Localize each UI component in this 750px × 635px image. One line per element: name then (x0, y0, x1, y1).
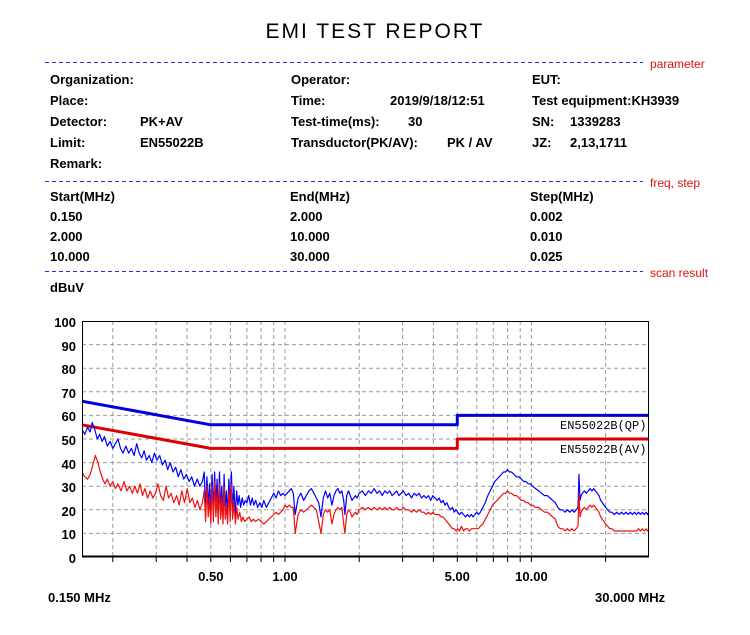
y-axis-tick-label: 50 (61, 433, 76, 448)
freq-row3-start: 10.000 (50, 249, 90, 264)
x-axis-tick-label: 5.00 (444, 569, 470, 584)
separator-scan-result (45, 271, 643, 272)
x-axis-start-label: 0.150 MHz (48, 590, 111, 605)
y-axis-tick-label: 40 (61, 456, 76, 472)
y-axis-unit-label: dBuV (50, 280, 84, 295)
freq-row1-step: 0.002 (530, 209, 563, 224)
limit-label: Limit: (50, 135, 86, 150)
transductor-value: PK / AV (447, 135, 493, 150)
jz-value: 2,13,1711 (570, 135, 628, 150)
section-label-freq-step: freq, step (650, 176, 701, 190)
y-axis-tick-label: 60 (61, 409, 76, 425)
legend-qp-label: EN55022B(QP) (558, 419, 649, 433)
x-axis-tick-label: 10.00 (515, 569, 548, 584)
scan-chart (82, 321, 649, 562)
y-axis-tick-label: 0 (68, 551, 76, 566)
eut-label: EUT: (532, 72, 561, 87)
y-axis-tick-label: 30 (61, 480, 76, 496)
freq-row1-start: 0.150 (50, 209, 83, 224)
freq-header-step: Step(MHz) (530, 189, 594, 204)
separator-freq-step (45, 181, 643, 182)
detector-label: Detector: (50, 114, 108, 129)
freq-row1-end: 2.000 (290, 209, 323, 224)
remark-label: Remark: (50, 156, 103, 171)
equipment-label: Test equipment: (532, 93, 632, 108)
organization-label: Organization: (50, 72, 134, 87)
y-axis-tick-label: 20 (61, 503, 76, 519)
equipment-value: KH3939 (631, 93, 680, 108)
sn-value: 1339283 (570, 114, 621, 129)
legend-av-label: EN55022B(AV) (558, 443, 649, 457)
freq-row3-step: 0.025 (530, 249, 563, 264)
detector-value: PK+AV (140, 114, 183, 129)
freq-header-start: Start(MHz) (50, 189, 115, 204)
time-label: Time: (291, 93, 326, 108)
freq-row3-end: 30.000 (290, 249, 330, 264)
place-label: Place: (50, 93, 89, 108)
freq-header-end: End(MHz) (290, 189, 350, 204)
equipment-row: Test equipment:KH3939 (532, 93, 679, 108)
freq-row2-start: 2.000 (50, 229, 83, 244)
transductor-label: Transductor(PK/AV): (291, 135, 418, 150)
y-axis-tick-label: 80 (61, 362, 76, 378)
y-axis-tick-label: 90 (61, 338, 76, 354)
section-label-parameter: parameter (650, 57, 705, 71)
y-axis-tick-label: 10 (61, 527, 76, 543)
freq-row2-step: 0.010 (530, 229, 563, 244)
freq-row2-end: 10.000 (290, 229, 330, 244)
test-time-value: 30 (408, 114, 423, 129)
operator-label: Operator: (291, 72, 351, 87)
time-value: 2019/9/18/12:51 (390, 93, 485, 108)
x-axis-end-label: 30.000 MHz (595, 590, 666, 605)
limit-value: EN55022B (140, 135, 204, 150)
section-label-scan-result: scan result (650, 266, 709, 280)
test-time-label: Test-time(ms): (291, 114, 380, 129)
y-axis-tick-label: 70 (61, 385, 76, 401)
separator-parameter (45, 62, 643, 63)
jz-label: JZ: (532, 135, 552, 150)
y-axis-tick-label: 100 (54, 315, 76, 330)
x-axis-tick-label: 1.00 (272, 569, 298, 584)
x-axis-tick-label: 0.50 (198, 569, 224, 584)
sn-label: SN: (532, 114, 555, 129)
page-title: EMI TEST REPORT (265, 20, 485, 43)
